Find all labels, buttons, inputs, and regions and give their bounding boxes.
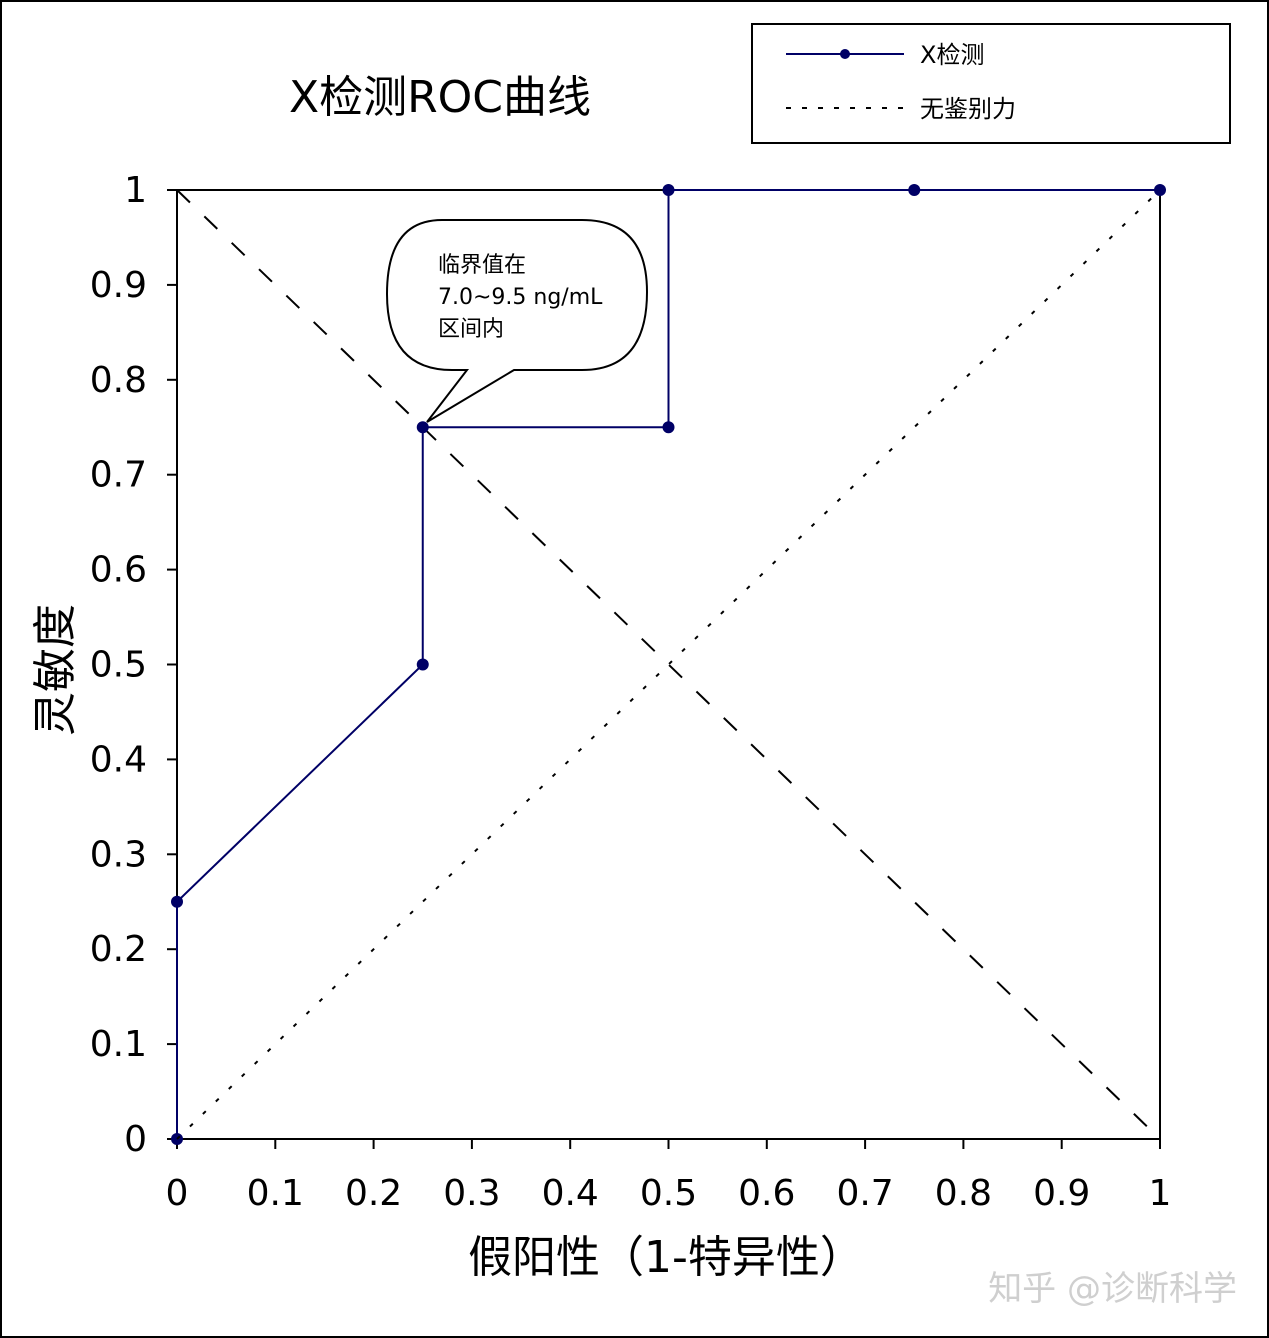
x-tick-label: 0.3 — [443, 1173, 500, 1214]
series-x-test-point — [908, 184, 921, 196]
y-tick-label: 0.2 — [90, 929, 147, 970]
series-layer — [171, 184, 1166, 1145]
plot-area: 0 0.1 0.2 0.3 0.4 0.5 0.6 0.7 0.8 0.9 1 0 0.1 0.2 0.3 0… — [90, 170, 1172, 1214]
y-tick-label: 0.8 — [90, 360, 147, 401]
y-tick-label: 0.5 — [90, 645, 147, 686]
series-x-test-point — [416, 421, 429, 434]
series-x-test-point — [662, 421, 675, 434]
callout: 临界值在 7.0~9.5 ng/mL 区间内 — [385, 219, 649, 423]
y-tick-label: 0 — [124, 1119, 147, 1160]
x-tick-label: 0.7 — [836, 1173, 893, 1214]
y-tick-label: 0.1 — [90, 1024, 147, 1065]
tick-labels: 0 0.1 0.2 0.3 0.4 0.5 0.6 0.7 0.8 0.9 1 0 0.1 0.2 0.3 0… — [90, 170, 1172, 1214]
series-x-test-point — [416, 658, 429, 671]
y-tick-label: 1 — [124, 170, 147, 211]
x-tick-label: 0.2 — [345, 1173, 402, 1214]
x-tick-label: 0 — [166, 1173, 189, 1214]
x-tick-label: 0.5 — [640, 1173, 697, 1214]
y-tick-label: 0.4 — [90, 739, 147, 780]
x-tick-label: 0.4 — [542, 1173, 599, 1214]
y-axis-title: 灵敏度 — [30, 604, 81, 736]
x-tick-label: 0.9 — [1033, 1173, 1090, 1214]
series-x-test-point — [1154, 184, 1166, 196]
legend-label-no-discrimination: 无鉴别力 — [920, 95, 1016, 123]
x-tick-label: 1 — [1149, 1173, 1172, 1214]
y-tick-label: 0.7 — [90, 455, 147, 496]
watermark: 知乎 @诊断科学 — [988, 1269, 1237, 1309]
chart-title: X检测ROC曲线 — [289, 72, 591, 123]
x-axis-title: 假阳性（1-特异性） — [468, 1232, 864, 1283]
callout-bubble — [385, 219, 649, 423]
y-tick-label: 0.6 — [90, 550, 147, 591]
series-x-test-point — [662, 184, 675, 196]
y-tick-label: 0.9 — [90, 265, 147, 306]
callout-line-2: 7.0~9.5 ng/mL — [438, 285, 603, 310]
series-x-test-line — [176, 189, 1160, 1139]
x-tick-label: 0.1 — [247, 1173, 304, 1214]
x-tick-label: 0.6 — [738, 1173, 795, 1214]
x-tick-label: 0.8 — [935, 1173, 992, 1214]
legend-label-x-test: X检测 — [920, 41, 984, 69]
callout-line-1: 临界值在 — [438, 253, 526, 278]
axes — [167, 189, 1161, 1149]
callout-line-3: 区间内 — [438, 317, 504, 342]
legend-marker-x-test — [840, 49, 850, 59]
legend: X检测 无鉴别力 — [751, 23, 1231, 144]
legend-box — [751, 23, 1231, 144]
series-x-test-point — [171, 895, 183, 908]
y-tick-label: 0.3 — [90, 834, 147, 875]
